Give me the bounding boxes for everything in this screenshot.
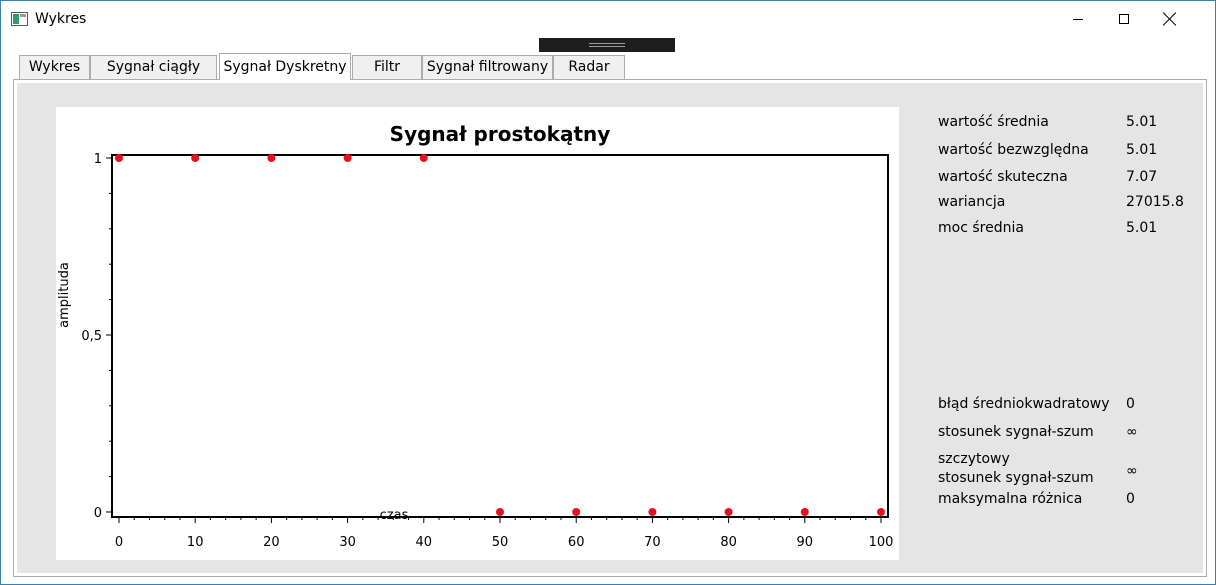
plot-frame [111, 154, 889, 518]
title-bar[interactable]: Wykres [1, 1, 1215, 37]
minimize-icon [1073, 18, 1083, 20]
minimize-button[interactable] [1055, 1, 1101, 37]
maximize-button[interactable] [1101, 1, 1147, 37]
data-point [877, 508, 885, 516]
stat-label-power: moc średnia [938, 220, 1024, 236]
data-point [724, 508, 733, 516]
y-tick-label: 1 [94, 152, 102, 167]
x-tick-label: 100 [869, 535, 894, 550]
tab-sygnal-ciagly[interactable]: Sygnał ciągły [90, 55, 217, 79]
chart-background [56, 107, 899, 560]
error-label-snr: stosunek sygnał-szum [938, 424, 1094, 440]
tab-filtr[interactable]: Filtr [352, 55, 422, 79]
close-icon [1163, 12, 1177, 26]
error-value-mse: 0 [1126, 396, 1135, 412]
data-point [648, 508, 657, 516]
y-tick-label: 0,5 [81, 329, 102, 344]
stat-label-mean: wartość średnia [938, 114, 1049, 130]
x-tick-label: 0 [115, 535, 123, 550]
x-tick-label: 60 [568, 535, 585, 550]
x-tick-label: 80 [720, 535, 737, 550]
stat-value-power: 5.01 [1126, 220, 1158, 236]
data-point [572, 508, 581, 516]
data-point [267, 154, 276, 162]
x-tick-label: 10 [187, 535, 204, 550]
tab-radar[interactable]: Radar [553, 55, 625, 79]
drag-handle[interactable] [539, 38, 675, 52]
error-value-snr: ∞ [1126, 424, 1138, 440]
error-label-psnr: szczytowy stosunek sygnał-szum [938, 451, 1094, 486]
data-point [419, 154, 428, 162]
stat-value-rms: 7.07 [1126, 169, 1158, 185]
x-axis-label: czas [380, 508, 409, 523]
data-point [191, 154, 200, 162]
x-tick-label: 40 [416, 535, 433, 550]
chart-title: Sygnał prostokątny [390, 122, 611, 146]
stat-label-absolute: wartość bezwzględna [938, 142, 1089, 158]
tab-wykres[interactable]: Wykres [19, 55, 90, 79]
x-tick-label: 70 [644, 535, 661, 550]
window-title: Wykres [35, 11, 87, 27]
maximize-icon [1119, 14, 1129, 24]
x-tick-label: 90 [797, 535, 814, 550]
data-point [800, 508, 809, 516]
stat-label-rms: wartość skuteczna [938, 169, 1068, 185]
window-app-icon [11, 12, 28, 26]
y-axis-label: amplituda [57, 262, 72, 328]
error-value-psnr: ∞ [1126, 463, 1138, 479]
stat-value-absolute: 5.01 [1126, 142, 1158, 158]
data-point [343, 154, 352, 162]
x-tick-label: 50 [492, 535, 509, 550]
error-label-max-diff: maksymalna różnica [938, 491, 1083, 507]
y-tick-label: 0 [94, 506, 102, 521]
data-point [115, 154, 123, 162]
stat-label-variance: wariancja [938, 194, 1006, 210]
tab-sygnal-dyskretny[interactable]: Sygnał Dyskretny [219, 53, 351, 80]
error-label-mse: błąd średniokwadratowy [938, 396, 1110, 412]
x-tick-label: 20 [263, 535, 280, 550]
x-tick-label: 30 [339, 535, 356, 550]
error-value-max-diff: 0 [1126, 491, 1135, 507]
tab-sygnal-filtrowany[interactable]: Sygnał filtrowany [422, 55, 553, 79]
data-point [496, 508, 504, 516]
stat-value-mean: 5.01 [1126, 114, 1158, 130]
close-button[interactable] [1147, 1, 1193, 37]
stat-value-variance: 27015.8 [1126, 194, 1184, 210]
